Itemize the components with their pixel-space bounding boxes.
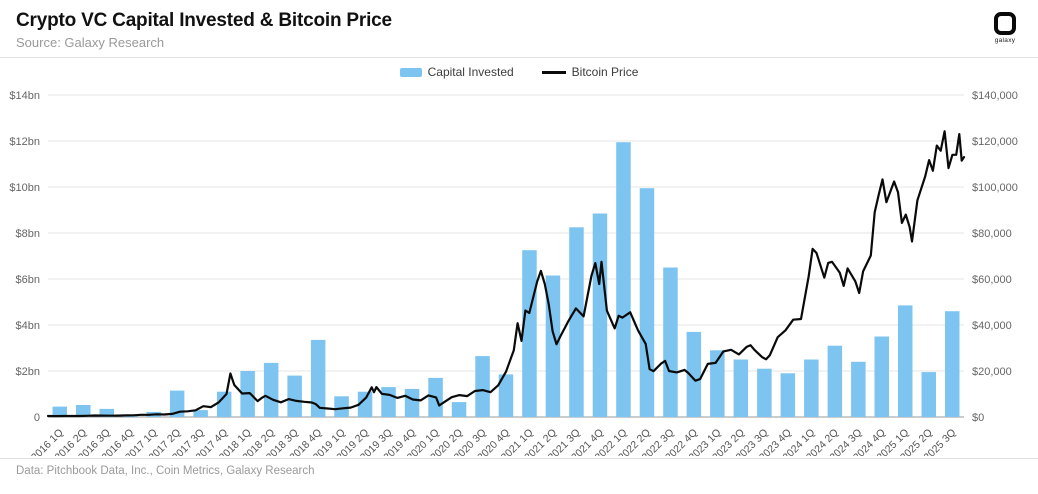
capital-invested-bars <box>52 142 960 418</box>
galaxy-squircle-icon <box>994 12 1016 35</box>
right-tick: $120,000 <box>972 136 1018 148</box>
bar <box>592 213 608 417</box>
bar <box>874 336 889 417</box>
right-tick: $60,000 <box>972 274 1012 286</box>
bar <box>639 188 655 417</box>
bar <box>76 405 91 417</box>
bar <box>263 362 279 417</box>
header-text: Crypto VC Capital Invested & Bitcoin Pri… <box>16 10 392 50</box>
bar <box>780 373 796 417</box>
bar <box>921 372 936 417</box>
bar <box>99 408 114 417</box>
right-tick: $40,000 <box>972 320 1012 332</box>
right-tick: $80,000 <box>972 228 1012 240</box>
right-tick: $140,000 <box>972 90 1018 102</box>
bar <box>663 267 678 417</box>
bar <box>522 250 537 417</box>
bar <box>193 410 208 417</box>
bar <box>686 331 702 417</box>
bar <box>287 375 302 417</box>
bar <box>216 391 232 417</box>
right-tick: $20,000 <box>972 366 1012 378</box>
bar <box>357 391 373 417</box>
bar <box>804 359 819 417</box>
right-tick: $100,000 <box>972 182 1018 194</box>
left-tick: $2bn <box>16 366 40 378</box>
bar <box>733 359 749 417</box>
left-tick: $8bn <box>16 228 40 240</box>
bar <box>851 361 866 417</box>
legend: Capital Invested Bitcoin Price <box>0 60 1038 84</box>
bar <box>404 388 420 417</box>
bar <box>898 305 913 417</box>
left-tick: $10bn <box>9 182 40 194</box>
bitcoin-price-swatch-icon <box>541 70 566 74</box>
left-tick: $12bn <box>9 136 40 148</box>
chart-area: $14bn $140,000 $12bn $120,000 $10bn $100,000 $… <box>0 84 1038 456</box>
right-tick: $0 <box>972 412 984 424</box>
bar <box>710 350 725 417</box>
capital-invested-swatch-icon <box>399 67 422 77</box>
footer-data-credit: Data: Pitchbook Data, Inc., Coin Metrics… <box>16 465 315 477</box>
left-tick: 0 <box>34 412 40 424</box>
footer: Data: Pitchbook Data, Inc., Coin Metrics… <box>0 458 1038 477</box>
bar <box>616 142 631 417</box>
bar <box>451 402 467 417</box>
bar <box>52 406 67 417</box>
galaxy-logo-text: galaxy <box>994 37 1016 44</box>
bar <box>169 390 185 417</box>
bar <box>498 374 514 417</box>
legend-label-capital-invested: Capital Invested <box>427 65 514 79</box>
header: Crypto VC Capital Invested & Bitcoin Pri… <box>0 0 1038 58</box>
bar <box>381 387 396 417</box>
y-axis-labels: $14bn $140,000 $12bn $120,000 $10bn $100,000 $… <box>9 90 1017 424</box>
legend-label-bitcoin-price: Bitcoin Price <box>571 65 639 79</box>
bar <box>334 396 349 417</box>
chart-title: Crypto VC Capital Invested & Bitcoin Pri… <box>16 10 392 31</box>
bar <box>310 339 326 417</box>
bar <box>945 311 960 417</box>
bitcoin-price-line <box>46 130 966 418</box>
left-tick: $6bn <box>16 274 40 286</box>
bar <box>569 227 584 418</box>
legend-item-bitcoin-price: Bitcoin Price <box>541 65 639 79</box>
bar <box>827 345 843 417</box>
left-tick: $14bn <box>9 90 40 102</box>
galaxy-logo: galaxy <box>994 12 1016 44</box>
bar <box>475 356 490 417</box>
chart-source: Source: Galaxy Research <box>16 34 165 50</box>
left-tick: $4bn <box>16 320 40 332</box>
legend-item-capital-invested: Capital Invested <box>399 65 514 79</box>
bar <box>757 368 772 417</box>
grid <box>48 94 964 418</box>
chart-svg: $14bn $140,000 $12bn $120,000 $10bn $100,000 $… <box>9 90 1017 456</box>
